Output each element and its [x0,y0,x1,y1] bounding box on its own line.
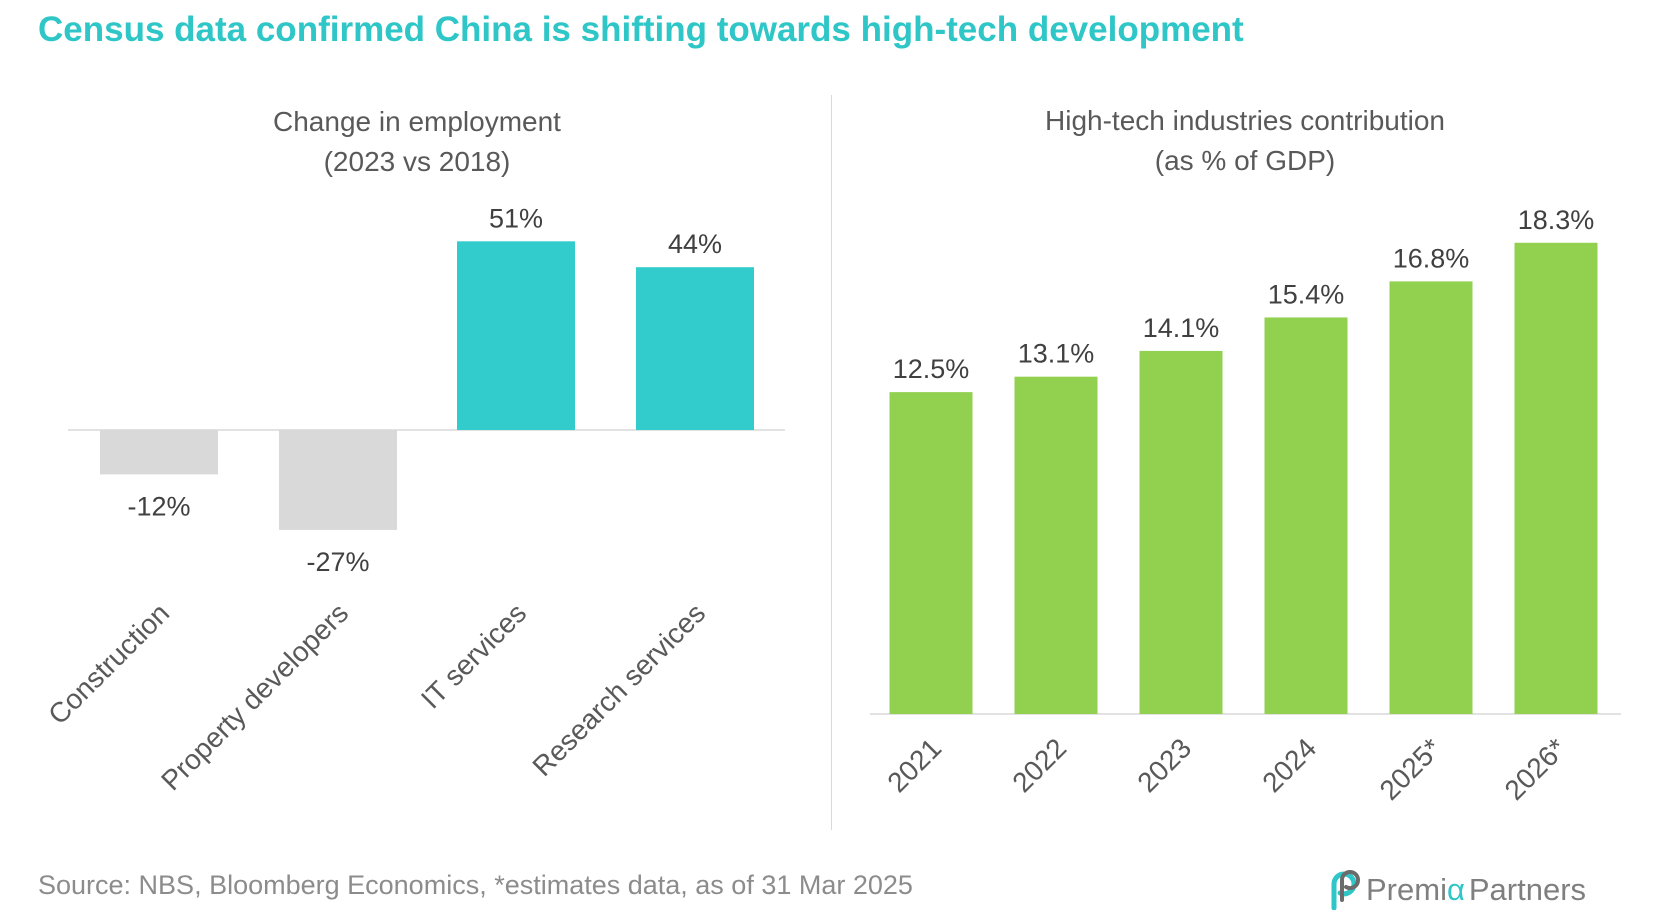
bar-2 [279,430,397,530]
category-label-4: Research services [526,597,711,782]
category-label-5: 2025* [1374,732,1448,806]
bar-5 [1389,281,1473,714]
data-label-4: 44% [668,229,722,259]
data-label-3: 51% [489,203,543,233]
bar-1 [889,392,973,714]
category-label-2: Property developers [155,597,354,796]
category-label-6: 2026* [1499,732,1573,806]
chart-title-line-2: (as % of GDP) [1155,145,1335,176]
category-label-3: IT services [415,597,532,714]
employment-change-chart: Change in employment (2023 vs 2018) -12% Co… [42,106,785,796]
premia-partners-logo: Premi α Partners [1328,868,1586,912]
chart-title-line-1: Change in employment [273,106,561,137]
category-label-1: 2021 [881,732,947,798]
logo-text-partners: Partners [1468,872,1587,907]
category-label-1: Construction [42,597,175,730]
logo-text-alpha: α [1446,872,1465,907]
data-label-1: -12% [127,491,190,521]
data-label-4: 15.4% [1268,279,1345,309]
bar-4 [636,267,754,430]
data-label-2: 13.1% [1018,339,1095,369]
bar-3 [457,241,575,430]
bar-3 [1139,350,1223,714]
chart-title-line-1: High-tech industries contribution [1045,105,1445,136]
data-label-2: -27% [306,547,369,577]
logo-text-premi: Premi [1366,872,1447,907]
data-label-3: 14.1% [1143,313,1220,343]
chart-divider [831,95,832,830]
bar-1 [100,430,218,475]
chart-title-line-2: (2023 vs 2018) [324,146,511,177]
page-title: Census data confirmed China is shifting … [38,10,1244,49]
category-label-4: 2024 [1256,732,1322,798]
category-label-2: 2022 [1006,732,1072,798]
bar-6 [1514,242,1598,714]
data-label-5: 16.8% [1393,243,1470,273]
bar-4 [1264,317,1348,714]
data-label-6: 18.3% [1518,205,1595,235]
category-label-3: 2023 [1131,732,1197,798]
source-note: Source: NBS, Bloomberg Economics, *estim… [38,870,913,900]
hightech-gdp-chart: High-tech industries contribution (as % o… [870,105,1621,806]
data-label-1: 12.5% [893,354,970,384]
bar-2 [1014,376,1098,714]
premia-logo-icon [1331,870,1361,910]
